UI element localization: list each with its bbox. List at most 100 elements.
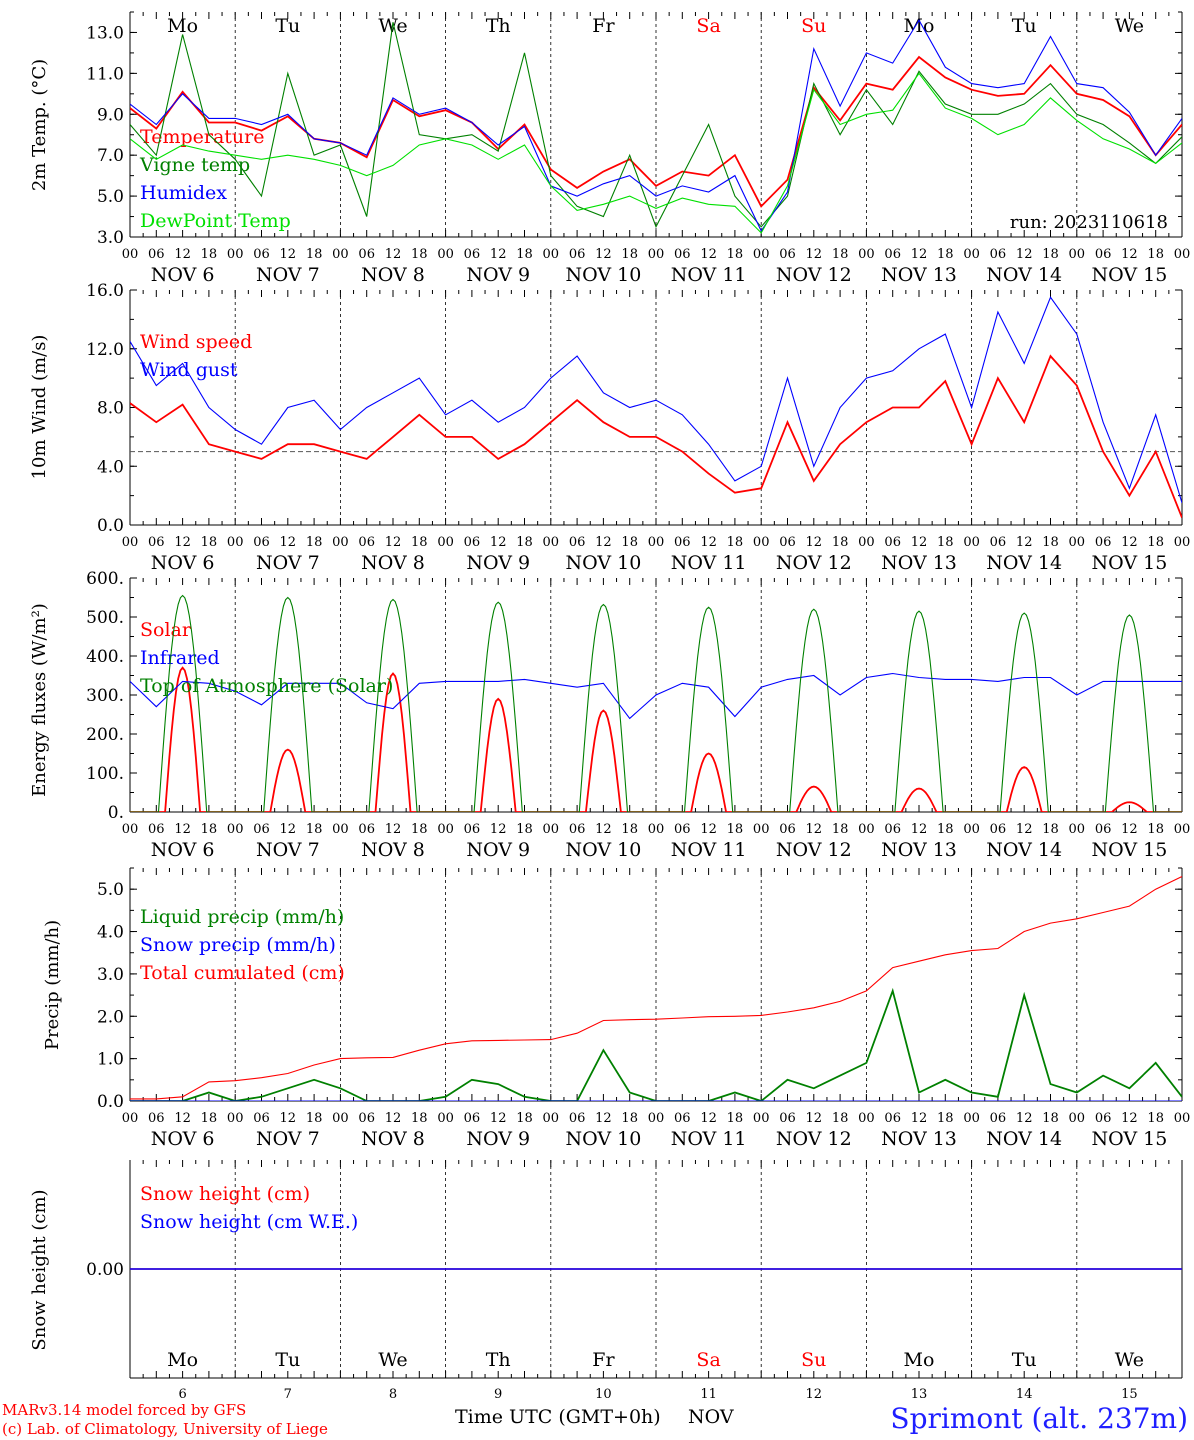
hour-tick-label: 00 bbox=[858, 822, 875, 837]
weekday-label-sa: Sa bbox=[696, 15, 720, 37]
hour-tick-label: 18 bbox=[201, 535, 218, 550]
hour-tick-label: 00 bbox=[753, 535, 770, 550]
date-label-nov-10: NOV 10 bbox=[565, 552, 641, 574]
date-label-nov-10: NOV 10 bbox=[565, 1128, 641, 1150]
hour-tick-label: 12 bbox=[700, 822, 717, 837]
date-label-nov-11: NOV 11 bbox=[671, 839, 747, 861]
hour-tick-label: 00 bbox=[648, 822, 665, 837]
date-label-nov-6: NOV 6 bbox=[151, 264, 215, 286]
hour-tick-label: 00 bbox=[543, 822, 560, 837]
hour-tick-label: 06 bbox=[674, 822, 691, 837]
y-axis-label: 10m Wind (m/s) bbox=[29, 335, 50, 480]
hour-tick-label: 12 bbox=[280, 1111, 297, 1126]
hour-tick-label: 00 bbox=[648, 1111, 665, 1126]
hour-tick-label: 12 bbox=[280, 822, 297, 837]
y-tick-label: 0.0 bbox=[97, 1092, 124, 1112]
hour-tick-label: 00 bbox=[1069, 822, 1086, 837]
legend-snow-precip-mm-h: Snow precip (mm/h) bbox=[140, 934, 336, 956]
y-tick-label: 2.0 bbox=[97, 1007, 124, 1027]
hour-tick-label: 12 bbox=[1121, 822, 1138, 837]
y-tick-label: 400. bbox=[86, 647, 124, 667]
hour-tick-label: 12 bbox=[385, 247, 402, 262]
y-tick-label: 13.0 bbox=[86, 23, 124, 43]
date-label-nov-13: NOV 13 bbox=[881, 264, 957, 286]
hour-tick-label: 18 bbox=[727, 1111, 744, 1126]
hour-tick-label: 12 bbox=[806, 535, 823, 550]
date-label-nov-9: NOV 9 bbox=[466, 264, 530, 286]
legend-dewpoint-temp: DewPoint Temp bbox=[140, 210, 291, 232]
hour-tick-label: 18 bbox=[411, 822, 428, 837]
hour-tick-label: 00 bbox=[122, 1111, 139, 1126]
panel-4: 0.0 1.0 2.0 3.0 4.0 5.0 Precip (mm/h) 00 06 12 18 0… bbox=[42, 867, 1190, 1150]
hour-tick-label: 12 bbox=[174, 247, 191, 262]
day-number-6: 6 bbox=[178, 1387, 186, 1402]
hour-tick-label: 12 bbox=[1016, 247, 1033, 262]
date-label-nov-9: NOV 9 bbox=[466, 839, 530, 861]
panel-2: 0.0 4.0 8.0 12.0 16.0 10m Wind (m/s) 00 06 12 18 0… bbox=[29, 281, 1190, 574]
hour-tick-label: 18 bbox=[1042, 822, 1059, 837]
date-label-nov-11: NOV 11 bbox=[671, 264, 747, 286]
date-label-nov-14: NOV 14 bbox=[986, 264, 1062, 286]
date-label-nov-14: NOV 14 bbox=[986, 839, 1062, 861]
hour-tick-label: 18 bbox=[832, 535, 849, 550]
legend-wind-speed: Wind speed bbox=[140, 331, 252, 353]
hour-tick-label: 00 bbox=[753, 247, 770, 262]
hour-tick-label: 18 bbox=[727, 535, 744, 550]
date-label-nov-8: NOV 8 bbox=[361, 552, 425, 574]
legend-top-of-atmosphere-solar: Top of Atmosphere (Solar) bbox=[140, 675, 393, 697]
weekday-label-tu: Tu bbox=[275, 15, 300, 37]
y-tick-label: 9.0 bbox=[97, 105, 124, 125]
series-line-humidex bbox=[130, 19, 1182, 233]
hour-tick-label: 06 bbox=[990, 1111, 1007, 1126]
date-label-nov-14: NOV 14 bbox=[986, 552, 1062, 574]
hour-tick-label: 06 bbox=[674, 1111, 691, 1126]
hour-tick-label: 12 bbox=[911, 535, 928, 550]
date-label-nov-15: NOV 15 bbox=[1091, 1128, 1167, 1150]
panel-1: 3.0 5.0 7.0 9.0 11.0 13.0 2m Temp. (°C) Mo Tu We T… bbox=[29, 11, 1191, 286]
hour-tick-label: 12 bbox=[490, 535, 507, 550]
hour-tick-label: 00 bbox=[437, 535, 454, 550]
hour-tick-label: 00 bbox=[963, 247, 980, 262]
weekday-label-th: Th bbox=[486, 15, 511, 37]
hour-tick-label: 12 bbox=[174, 535, 191, 550]
hour-tick-label: 06 bbox=[779, 1111, 796, 1126]
hour-tick-label: 18 bbox=[937, 535, 954, 550]
date-label-nov-12: NOV 12 bbox=[776, 552, 852, 574]
hour-tick-label: 06 bbox=[779, 822, 796, 837]
hour-tick-label: 00 bbox=[753, 822, 770, 837]
hour-tick-label: 06 bbox=[253, 535, 270, 550]
date-label-nov-6: NOV 6 bbox=[151, 552, 215, 574]
hour-tick-label: 00 bbox=[1174, 247, 1191, 262]
series-line-wind-speed bbox=[130, 354, 1182, 519]
y-tick-label: 0.0 bbox=[97, 516, 124, 536]
hour-tick-label: 12 bbox=[700, 247, 717, 262]
date-label-nov-8: NOV 8 bbox=[361, 1128, 425, 1150]
hour-tick-label: 12 bbox=[385, 822, 402, 837]
hour-tick-label: 18 bbox=[306, 1111, 323, 1126]
hour-tick-label: 18 bbox=[201, 822, 218, 837]
hour-tick-label: 18 bbox=[411, 535, 428, 550]
weekday-label-we: We bbox=[378, 1349, 407, 1371]
y-tick-label: 100. bbox=[86, 764, 124, 784]
date-label-nov-10: NOV 10 bbox=[565, 839, 641, 861]
hour-tick-label: 00 bbox=[122, 247, 139, 262]
hour-tick-label: 12 bbox=[490, 1111, 507, 1126]
hour-tick-label: 18 bbox=[832, 822, 849, 837]
hour-tick-label: 06 bbox=[358, 822, 375, 837]
date-label-nov-13: NOV 13 bbox=[881, 839, 957, 861]
hour-tick-label: 18 bbox=[306, 535, 323, 550]
hour-tick-label: 06 bbox=[464, 247, 481, 262]
hour-tick-label: 12 bbox=[280, 247, 297, 262]
hour-tick-label: 06 bbox=[990, 822, 1007, 837]
hour-tick-label: 00 bbox=[543, 1111, 560, 1126]
hour-tick-label: 18 bbox=[516, 247, 533, 262]
panel-3: 0. 100. 200. 300. 400. 500. 600. Energy fluxes … bbox=[29, 569, 1190, 861]
hour-tick-label: 18 bbox=[306, 247, 323, 262]
series-line-vigne-temp bbox=[130, 22, 1182, 229]
time-axis-label: Time UTC (GMT+0h) bbox=[455, 1406, 661, 1428]
legend-temperature: Temperature bbox=[140, 126, 264, 148]
hour-tick-label: 00 bbox=[543, 535, 560, 550]
day-number-8: 8 bbox=[389, 1387, 397, 1402]
hour-tick-label: 18 bbox=[1147, 1111, 1164, 1126]
hour-tick-label: 06 bbox=[1095, 1111, 1112, 1126]
